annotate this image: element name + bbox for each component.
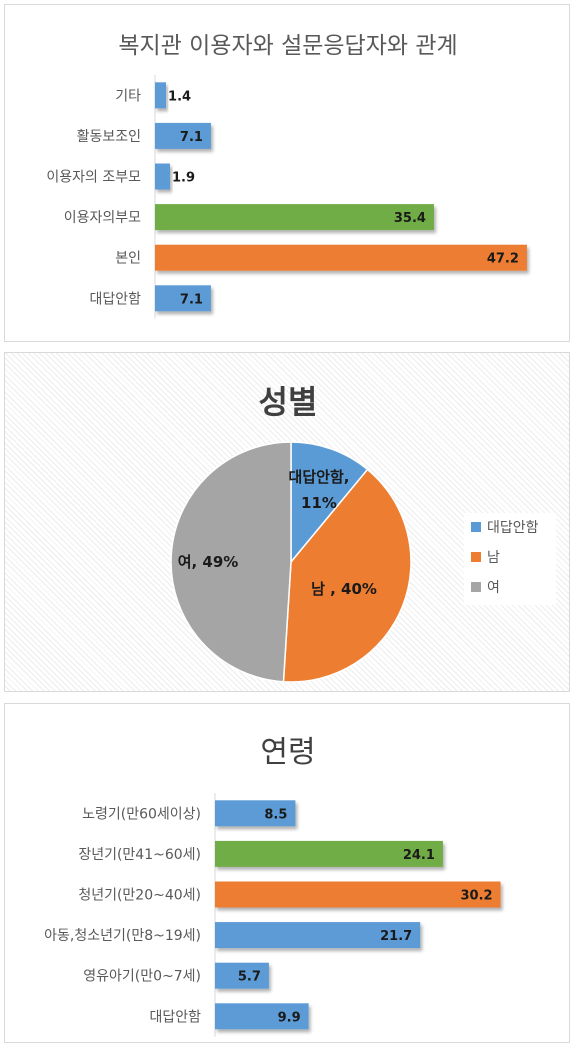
category-tick-label: 장년기(만41~60세)	[78, 847, 201, 863]
bar	[215, 881, 501, 908]
bar-value-label: 35.4	[394, 211, 426, 226]
category-tick-label: 아동,청소년기(만8~19세)	[44, 928, 201, 944]
bar	[155, 285, 211, 312]
slice-label: 여, 49%	[178, 553, 239, 571]
legend-swatch	[471, 522, 481, 532]
legend-entry: 대답안함	[487, 520, 539, 536]
category-tick-label: 이용자의 조부모	[46, 170, 141, 186]
category-tick-label: 활동보조인	[77, 129, 141, 145]
bar	[215, 962, 269, 989]
legend-entry: 남	[487, 550, 500, 566]
slice-label: 남 , 40%	[311, 580, 377, 598]
chart-title: 성별	[259, 383, 318, 421]
category-tick-label: 기타	[115, 88, 141, 104]
age-chart-panel: 연령 노령기(만60세이상) 8.5 장년기(만41~60세) 24.1 청년기(만20…	[4, 703, 570, 1043]
slice-label: 대답안함, 11%	[289, 468, 350, 512]
age-chart: 연령 노령기(만60세이상) 8.5 장년기(만41~60세) 24.1 청년기(만20…	[44, 735, 501, 1037]
bar-value-label: 30.2	[461, 889, 493, 904]
bar-value-label: 1.4	[168, 89, 191, 104]
bar-value-label: 1.9	[172, 171, 195, 186]
bar	[155, 204, 434, 231]
bar	[155, 122, 211, 149]
legend-entry: 여	[487, 580, 500, 596]
chart-title: 복지관 이용자와 설문응답자와 관계	[118, 33, 457, 59]
bar	[155, 82, 167, 109]
chart-title: 연령	[260, 735, 315, 770]
relationship-chart-panel: 복지관 이용자와 설문응답자와 관계 기타 1.4 활동보조인 7.1 이용자의 조부모…	[4, 4, 570, 342]
bar-value-label: 24.1	[403, 848, 435, 863]
pie-slice	[282, 468, 412, 683]
bar-value-label: 47.2	[487, 252, 519, 267]
bar-value-label: 9.9	[278, 1010, 301, 1025]
pie-slice	[170, 441, 292, 683]
bar	[215, 922, 421, 949]
bar-value-label: 7.1	[180, 292, 203, 307]
category-tick-label: 대답안함	[149, 1009, 201, 1025]
bar-value-label: 21.7	[380, 929, 412, 944]
bar	[215, 1003, 309, 1030]
category-tick-label: 본인	[115, 251, 141, 267]
bar	[155, 244, 527, 271]
pie-slice	[290, 441, 369, 565]
category-tick-label: 영유아기(만0~7세)	[83, 969, 201, 985]
bar-value-label: 5.7	[238, 970, 261, 985]
category-tick-label: 노령기(만60세이상)	[82, 806, 201, 822]
bar	[215, 840, 443, 867]
legend-swatch	[471, 582, 481, 592]
bar	[215, 800, 296, 827]
bar-value-label: 8.5	[264, 807, 287, 822]
category-tick-label: 대답안함	[89, 291, 141, 307]
category-tick-label: 이용자의부모	[64, 210, 141, 226]
relationship-chart: 복지관 이용자와 설문응답자와 관계 기타 1.4 활동보조인 7.1 이용자의 조부모…	[46, 33, 527, 319]
category-tick-label: 청년기(만20~40세)	[78, 888, 201, 904]
bar	[155, 163, 170, 190]
legend-swatch	[471, 552, 481, 562]
bar-value-label: 7.1	[180, 130, 203, 145]
